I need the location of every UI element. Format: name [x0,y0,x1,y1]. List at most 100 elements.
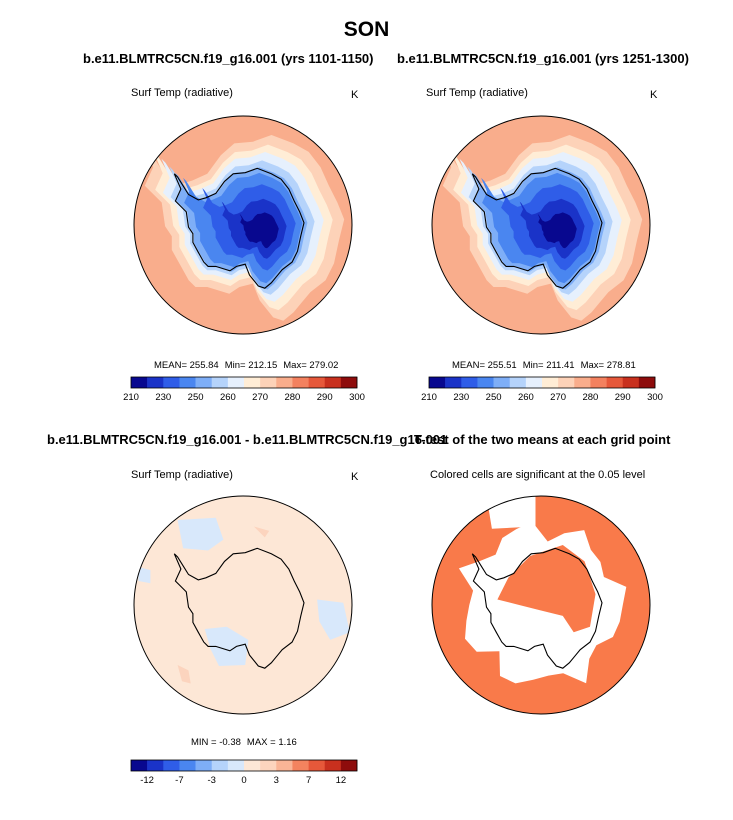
panel-2-colorbar-tick-label: 210 [421,392,437,403]
panel-3-colorbar-cell [163,760,180,771]
panel-1-colorbar-tick-label: 280 [284,392,300,403]
significant-ocean-band [432,496,650,714]
panel-2-colorbar-tick-label: 230 [453,392,469,403]
panel-1-colorbar-cell [195,377,213,388]
difference-background [134,496,352,714]
coastline [173,167,305,289]
panel-3-max: MAX = 1.16 [246,737,297,748]
panel-1-colorbar-cell [292,377,309,388]
panel-1-field [134,116,352,334]
panel-3-colorbar-cell [276,760,293,771]
panel-3-colorbar-cell [211,760,229,771]
coastline [471,167,603,289]
panel-3-colorbar-tick-label: 3 [274,775,279,786]
panel-3-colorbar-cell [308,760,326,771]
positive-difference-patch [253,526,270,538]
panel-3-colorbar-frame [130,759,358,772]
panel-2-colorbar-cell [525,377,543,388]
panel-3-colorbar-tick-label: 7 [306,775,311,786]
main-title: SON [343,18,390,41]
panel-1-colorbar-cell [276,377,293,388]
panel-2-colorbar-tick-label: 290 [615,392,631,403]
panel-1-colorbar-cell [131,377,148,388]
significant-interior-region [497,545,596,633]
panel-2-colorbar-cell [558,377,575,388]
panel-4-title: T-test of the two means at each grid poi… [414,432,671,447]
panel-1-colorbar-tick-label: 260 [220,392,236,403]
panel-2-colorbar-frame [428,376,656,389]
panel-2-colorbar-tick-label: 250 [486,392,502,403]
panel-3-colorbar-cell [244,760,261,771]
panel-3-map-border [133,495,353,715]
panel-1-max: Max= 279.02 [283,360,339,371]
panel-3-colorbar-cell [260,760,277,771]
panel-3-colorbar-cell [179,760,196,771]
panel-2-colorbar-cell [622,377,640,388]
panel-2-colorbar-cell [590,377,607,388]
panel-1-units: K [351,89,359,101]
panel-1-variable: Surf Temp (radiative) [131,87,233,99]
panel-3-title: b.e11.BLMTRC5CN.f19_g16.001 - b.e11.BLMT… [47,432,448,447]
panel-2-colorbar-cell [606,377,624,388]
panel-2-mean: MEAN= 255.51 [452,360,517,371]
panel-2-field [432,116,650,334]
panel-3-colorbar-cell [324,760,342,771]
panel-3-colorbar-cell [227,760,245,771]
panel-2-colorbar-tick-label: 280 [582,392,598,403]
panel-1-min: Min= 212.15 [224,360,278,371]
panel-3-colorbar-tick-label: 12 [336,775,347,786]
panel-1-colorbar-tick-label: 300 [349,392,365,403]
panel-2-stats: MEAN= 255.51 Min= 211.41 Max= 278.81 [452,360,642,371]
panel-2-colorbar-tick-label: 300 [647,392,663,403]
coastline [471,547,603,669]
panel-3-colorbar-tick-label: -3 [207,775,215,786]
panel-2-colorbar-cell [638,377,656,388]
panel-2-min: Min= 211.41 [522,360,575,371]
negative-difference-patch [204,626,249,666]
panel-2-colorbar-cell [509,377,527,388]
panel-1-colorbar-frame [130,376,358,389]
panel-1-colorbar-tick-label: 230 [155,392,171,403]
panel-3-colorbar-cell [147,760,164,771]
panel-3-colorbar-tick-label: -7 [175,775,183,786]
panel-3-colorbar-cell [131,760,148,771]
panel-2-colorbar-tick-label: 270 [550,392,566,403]
panel-1-colorbar-cell [260,377,277,388]
panel-2-colorbar-cell [493,377,511,388]
panel-3-variable: Surf Temp (radiative) [131,469,233,481]
panel-1-colorbar-cell [211,377,229,388]
panel-4-map-border [431,495,651,715]
panel-2-colorbar-cell [445,377,462,388]
panel-1-colorbar-tick-label: 250 [188,392,204,403]
nonsignificant-gap [486,496,536,529]
panel-1-stats: MEAN= 255.84 Min= 212.15 Max= 279.02 [154,360,344,371]
panel-3-stats: MIN = -0.38 MAX = 1.16 [191,737,303,748]
panel-2-colorbar-cell [574,377,591,388]
panel-1-colorbar-cell [340,377,358,388]
panel-3-colorbar-tick-label: 0 [241,775,246,786]
panel-3-colorbar-tick-label: -12 [140,775,154,786]
panel-2-colorbar-cell [429,377,446,388]
panel-3-colorbar-cell [340,760,358,771]
panel-1-colorbar-cell [163,377,180,388]
panel-2-colorbar-cell [461,377,478,388]
coastline [173,547,305,669]
panel-1-mean: MEAN= 255.84 [154,360,219,371]
panel-2-variable: Surf Temp (radiative) [426,87,528,99]
panel-1-colorbar-cell [244,377,261,388]
field-band-interior-plateau [239,212,279,249]
panel-2-units: K [650,89,658,101]
panel-3-min: MIN = -0.38 [191,737,241,748]
panel-1-colorbar-tick-label: 290 [317,392,333,403]
panel-4-subtitle: Colored cells are significant at the 0.0… [430,469,646,481]
panel-3-colorbar-cell [292,760,309,771]
field-band-interior-plateau [537,212,577,249]
panel-1-colorbar-cell [147,377,164,388]
panel-1-colorbar-cell [227,377,245,388]
panel-1-map-border [133,115,353,335]
panel-2-colorbar-cell [542,377,559,388]
panel-3-units: K [351,471,359,483]
panel-2-map-border [431,115,651,335]
negative-difference-patch [317,599,350,640]
negative-difference-patch [138,566,151,584]
